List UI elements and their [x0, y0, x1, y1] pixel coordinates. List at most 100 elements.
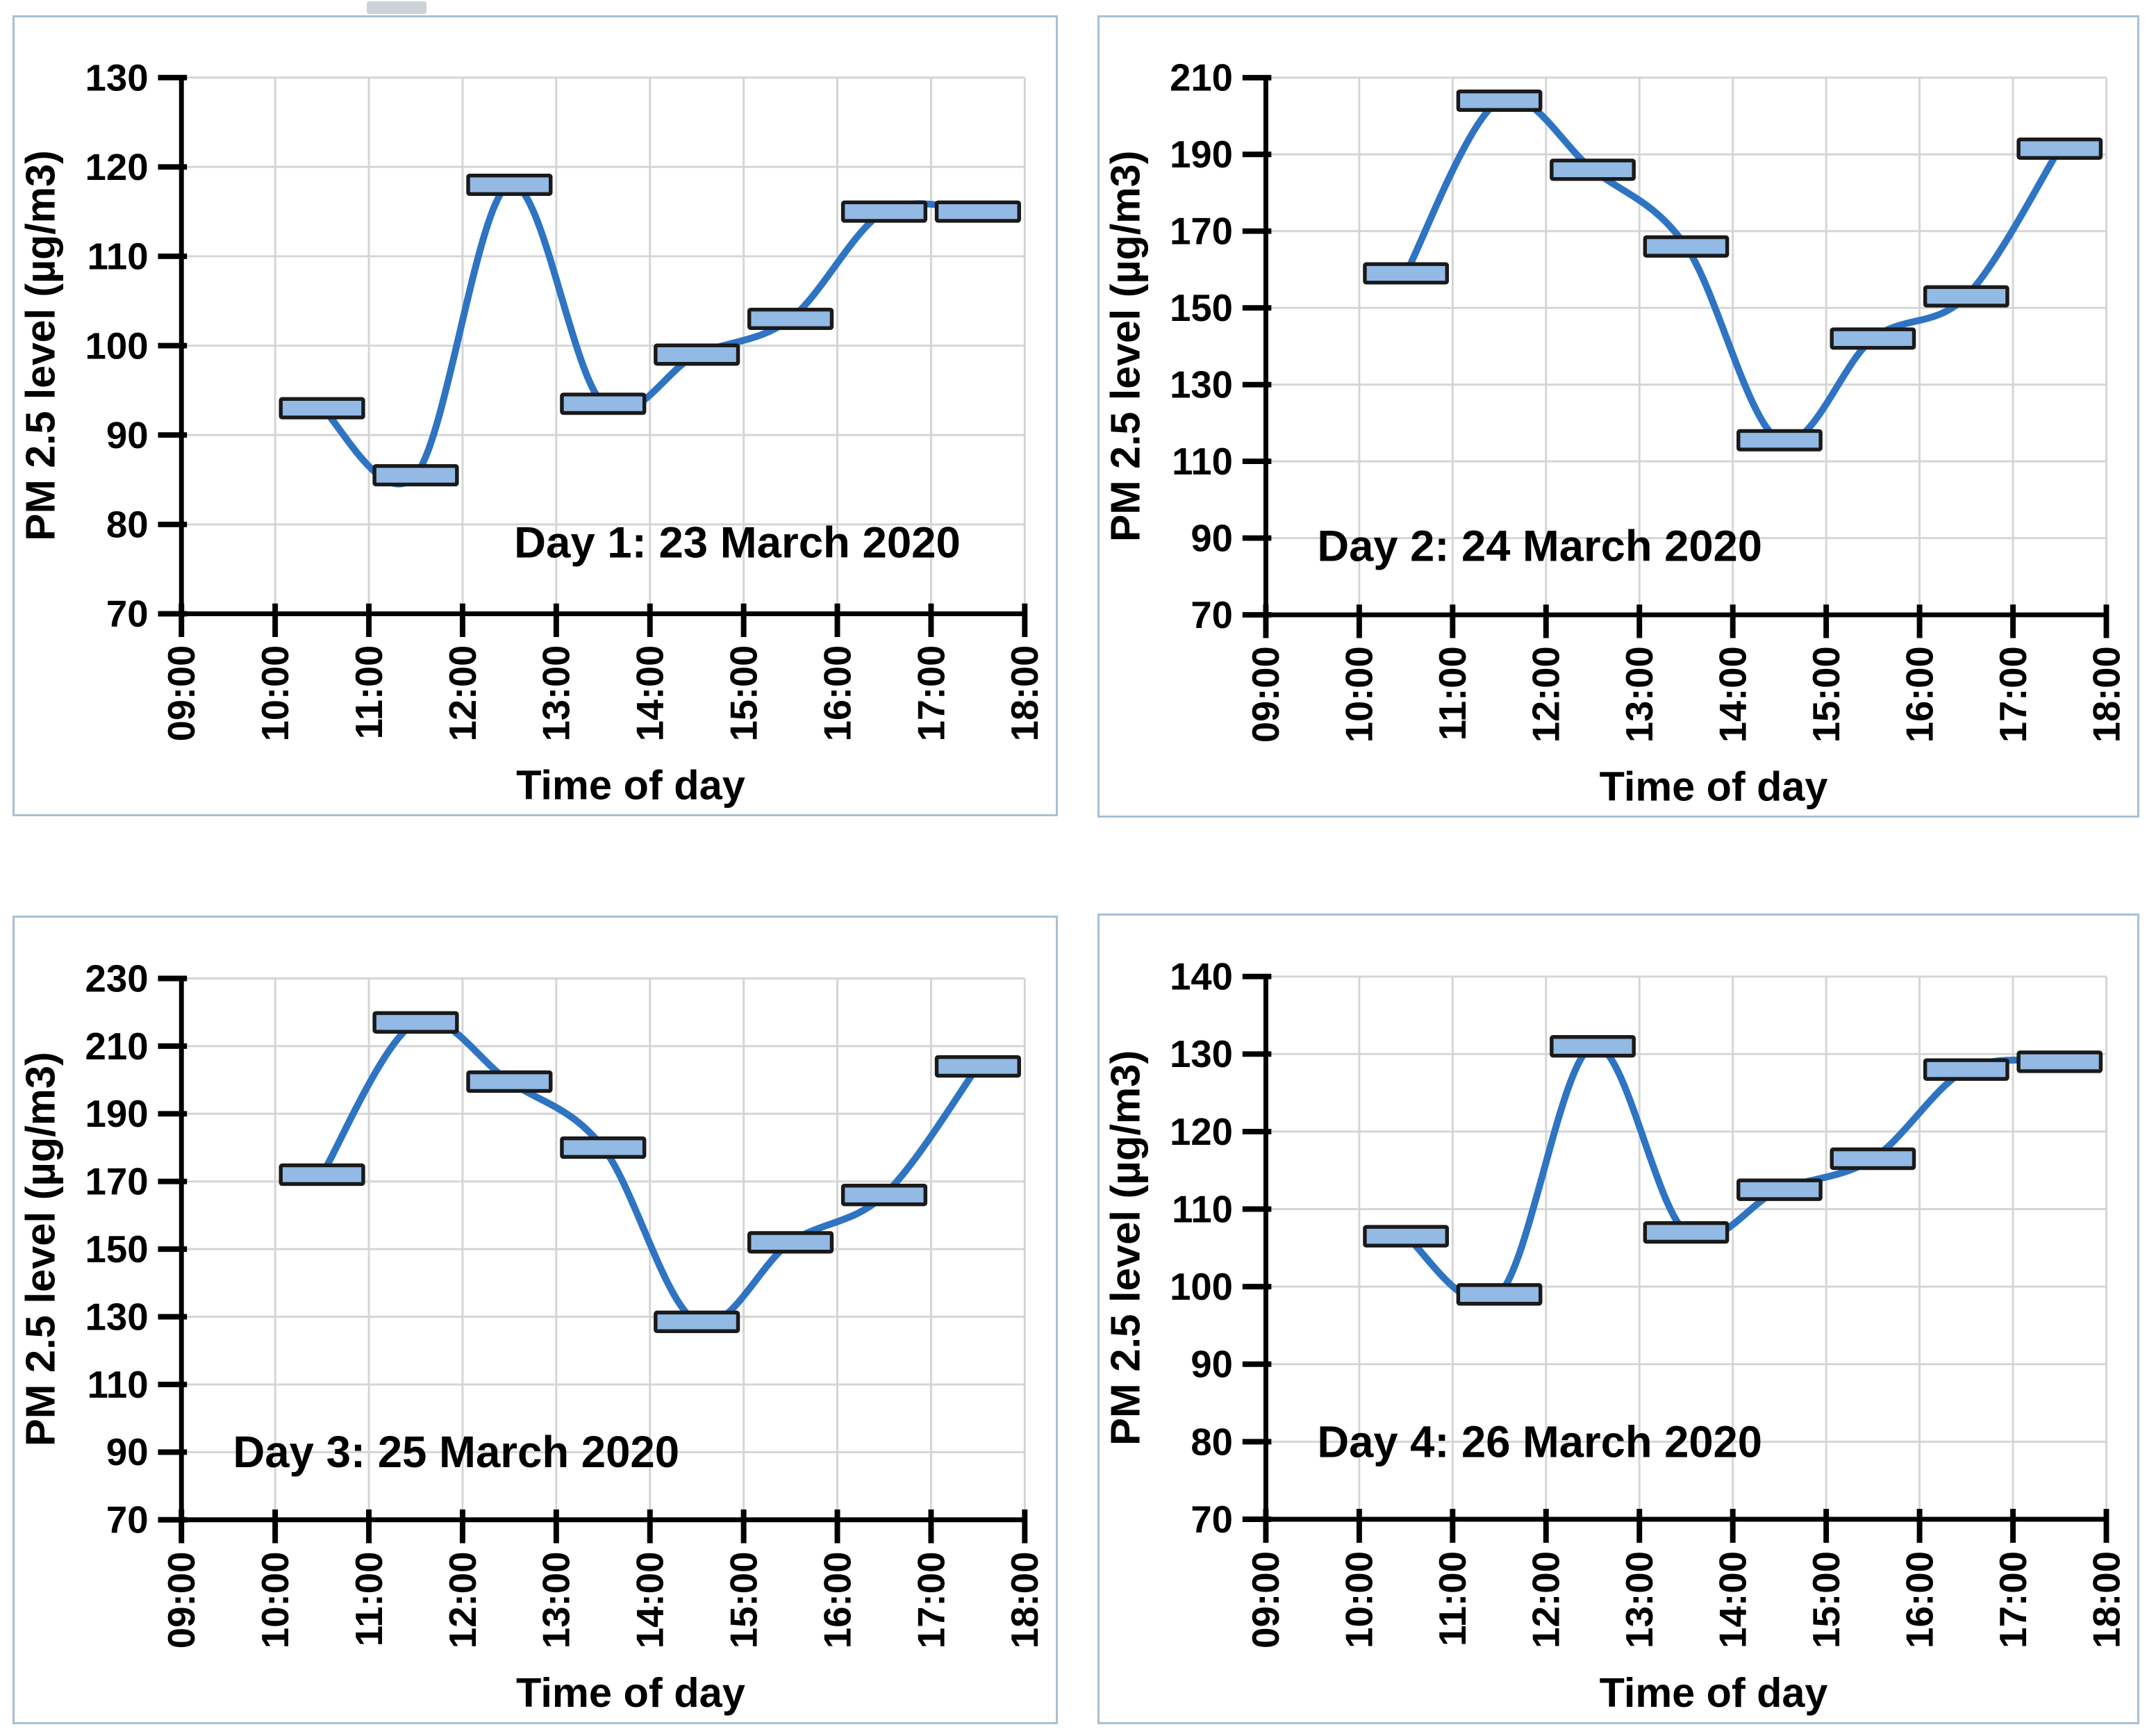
data-point-marker — [279, 1163, 365, 1187]
x-tick-label: 14:00 — [629, 1551, 672, 1648]
x-tick-label: 10:00 — [254, 645, 297, 741]
x-axis-title: Time of day — [516, 1669, 745, 1716]
y-tick-label: 190 — [1170, 133, 1233, 176]
x-tick-label: 16:00 — [816, 1551, 859, 1648]
chart-panel-day-2: 70 90 110 130 150 170 190 210 09:00 10:00 11:00 12:… — [1097, 15, 2139, 818]
x-tick-label: 09:00 — [1245, 646, 1287, 743]
data-point-marker — [279, 397, 365, 420]
x-tick-label: 13:00 — [535, 645, 577, 741]
chart-panel-day-1: 70 80 90 100 110 120 130 09:00 10:00 11:00 12:00 13… — [13, 15, 1058, 816]
data-point-marker — [466, 174, 553, 197]
x-tick-label: 15:00 — [723, 1551, 765, 1648]
y-tick-label: 100 — [1170, 1266, 1233, 1308]
x-tick-label: 14:00 — [1711, 646, 1754, 743]
chart-day-1: 70 80 90 100 110 120 130 09:00 10:00 11:00 12:00 13… — [17, 57, 1046, 809]
chart-panel-day-4: 70 80 90 100 110 120 130 140 09:00 10:00 11:00 12:0… — [1097, 914, 2139, 1724]
chart-day-2: 70 90 110 130 150 170 190 210 09:00 10:00 11:00 12:… — [1102, 57, 2128, 810]
x-tick-label: 15:00 — [722, 645, 765, 741]
x-axis-title: Time of day — [1600, 1669, 1828, 1716]
y-tick-label: 130 — [85, 1296, 149, 1338]
x-tick-label: 12:00 — [1525, 646, 1568, 743]
x-tick-label: 18:00 — [1004, 1551, 1046, 1648]
x-tick-label: 18:00 — [1004, 645, 1046, 741]
y-tick-label: 130 — [1170, 363, 1233, 406]
data-point-marker — [1550, 1034, 1636, 1058]
data-point-marker — [934, 1055, 1021, 1078]
x-tick-label: 09:00 — [1245, 1551, 1287, 1648]
data-point-marker — [1643, 1221, 1730, 1244]
y-tick-label: 90 — [1191, 1344, 1233, 1386]
data-point-marker — [372, 1011, 459, 1034]
y-tick-label: 90 — [1191, 517, 1233, 559]
data-point-marker — [560, 392, 647, 415]
data-point-marker — [1363, 262, 1449, 285]
x-tick-label: 09:00 — [160, 645, 203, 741]
x-tick-label: 15:00 — [1805, 1551, 1848, 1648]
x-tick-label: 12:00 — [442, 1551, 484, 1648]
x-tick-label: 11:00 — [348, 1551, 390, 1646]
x-tick-label: 14:00 — [629, 645, 671, 741]
y-axis-title: PM 2.5 level (µg/m3) — [17, 1052, 64, 1446]
x-tick-label: 12:00 — [442, 645, 484, 741]
y-tick-label: 110 — [88, 235, 149, 278]
x-tick-label: 16:00 — [816, 645, 859, 741]
y-tick-label: 170 — [1170, 210, 1233, 253]
y-tick-label: 120 — [85, 146, 149, 188]
x-tick-label: 17:00 — [1992, 1551, 2034, 1648]
x-axis-title: Time of day — [1600, 763, 1828, 809]
y-tick-label: 140 — [1170, 955, 1233, 998]
data-point-marker — [1830, 1147, 1916, 1171]
y-tick-label: 70 — [106, 1499, 149, 1541]
screenshot-artifact — [367, 1, 426, 14]
chart-day-4: 70 80 90 100 110 120 130 140 09:00 10:00 11:00 12:0… — [1102, 955, 2128, 1716]
y-tick-label: 100 — [85, 324, 149, 367]
day-annotation: Day 2: 24 March 2020 — [1317, 522, 1762, 570]
y-tick-label: 90 — [106, 1431, 149, 1473]
x-tick-label: 15:00 — [1805, 646, 1848, 743]
data-point-marker — [654, 343, 740, 366]
x-tick-label: 10:00 — [1338, 1551, 1381, 1648]
data-point-marker — [1456, 1283, 1543, 1306]
data-point-marker — [466, 1070, 553, 1093]
y-tick-label: 210 — [1170, 57, 1233, 99]
day-annotation: Day 4: 26 March 2020 — [1317, 1417, 1762, 1466]
y-tick-label: 130 — [1170, 1033, 1233, 1075]
x-tick-label: 17:00 — [910, 1551, 952, 1648]
x-axis-title: Time of day — [516, 762, 745, 809]
data-point-marker — [2016, 1050, 2103, 1073]
y-tick-label: 170 — [85, 1161, 149, 1203]
day-annotation: Day 3: 25 March 2020 — [233, 1428, 679, 1477]
data-point-marker — [1550, 158, 1636, 181]
y-tick-label: 120 — [1170, 1111, 1233, 1153]
data-point-marker — [747, 307, 834, 330]
x-tick-label: 13:00 — [536, 1551, 578, 1648]
chart-day-3: 70 90 110 130 150 170 190 210 230 09:00 10:00 11:00… — [17, 957, 1047, 1716]
data-point-marker — [840, 200, 928, 223]
y-tick-label: 130 — [85, 57, 149, 99]
y-tick-label: 150 — [1170, 287, 1233, 329]
data-point-marker — [1363, 1225, 1449, 1248]
x-tick-label: 10:00 — [254, 1551, 297, 1648]
y-axis-title: PM 2.5 level (µg/m3) — [1102, 151, 1148, 543]
x-tick-label: 17:00 — [910, 645, 952, 741]
x-tick-label: 16:00 — [1898, 646, 1941, 743]
y-tick-label: 70 — [106, 593, 149, 635]
y-axis-title: PM 2.5 level (µg/m3) — [17, 150, 63, 540]
y-tick-label: 80 — [1191, 1421, 1233, 1463]
y-tick-label: 110 — [88, 1364, 149, 1406]
data-point-marker — [1456, 89, 1543, 112]
data-point-marker — [1736, 1178, 1823, 1201]
data-point-marker — [372, 464, 459, 487]
data-point-marker — [1830, 327, 1916, 350]
y-tick-label: 110 — [1172, 440, 1233, 483]
x-tick-label: 18:00 — [2085, 646, 2128, 743]
data-point-marker — [560, 1136, 647, 1159]
y-tick-label: 80 — [106, 504, 149, 546]
y-tick-label: 70 — [1191, 594, 1233, 636]
x-tick-label: 11:00 — [1432, 1551, 1474, 1646]
x-tick-label: 13:00 — [1618, 646, 1661, 743]
chart-panel-day-3: 70 90 110 130 150 170 190 210 230 09:00 10:00 11:00… — [13, 916, 1058, 1724]
x-tick-label: 12:00 — [1525, 1551, 1568, 1648]
x-tick-label: 18:00 — [2085, 1551, 2128, 1648]
